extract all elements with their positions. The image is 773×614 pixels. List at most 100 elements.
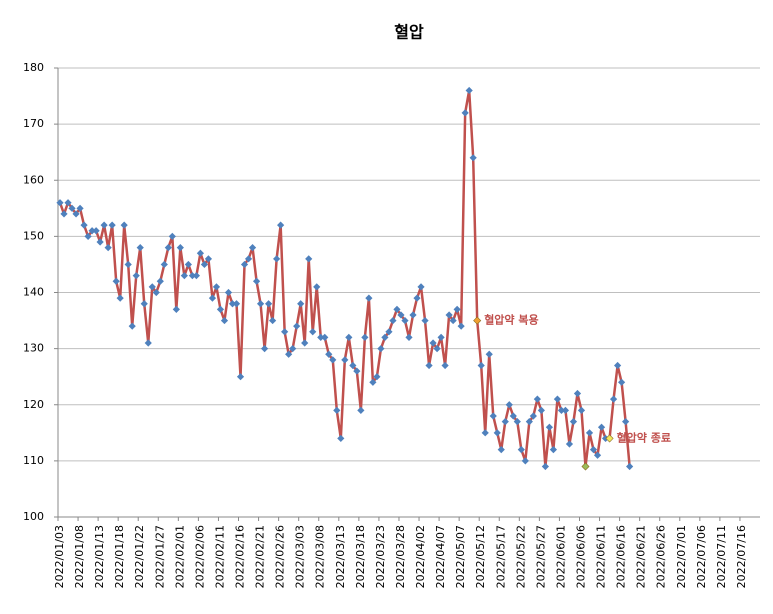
marker	[337, 434, 345, 443]
x-tick-label: 2022/03/23	[374, 525, 387, 588]
marker	[581, 462, 590, 471]
marker	[248, 244, 257, 252]
marker	[489, 412, 497, 420]
marker	[465, 86, 473, 95]
marker	[317, 333, 325, 341]
marker	[160, 260, 168, 269]
marker	[289, 345, 297, 353]
marker	[148, 283, 156, 291]
marker	[305, 255, 313, 263]
marker	[505, 401, 513, 409]
marker	[389, 316, 397, 325]
marker	[613, 361, 622, 370]
marker	[429, 339, 437, 347]
marker	[252, 277, 261, 285]
y-tick-label: 100	[23, 510, 44, 523]
marker	[393, 305, 401, 313]
marker	[473, 316, 482, 325]
marker	[329, 356, 337, 364]
x-tick-label: 2022/02/16	[234, 525, 247, 588]
marker	[325, 350, 333, 358]
x-tick-label: 2022/07/06	[695, 525, 708, 588]
marker	[445, 311, 453, 319]
y-tick-label: 110	[23, 454, 44, 467]
x-tick-label: 2022/02/06	[193, 525, 206, 588]
x-tick-label: 2022/03/03	[294, 525, 307, 588]
marker	[549, 446, 558, 454]
marker	[573, 389, 582, 398]
marker	[176, 244, 184, 252]
marker	[357, 406, 365, 414]
marker	[200, 260, 209, 269]
marker	[204, 255, 213, 263]
x-tick-label: 2022/01/27	[153, 525, 166, 588]
marker	[345, 333, 353, 341]
marker	[597, 423, 606, 431]
marker	[513, 417, 521, 426]
marker	[273, 255, 281, 263]
marker	[309, 328, 317, 336]
marker	[220, 316, 229, 325]
marker	[80, 221, 88, 229]
marker	[493, 429, 501, 437]
marker	[156, 277, 164, 285]
y-tick-label: 170	[23, 117, 44, 130]
chart-title: 혈압	[394, 23, 424, 42]
marker	[521, 457, 529, 465]
marker	[297, 300, 305, 308]
marker	[116, 294, 124, 302]
marker	[425, 361, 433, 370]
marker	[321, 333, 329, 341]
marker	[441, 361, 449, 370]
marker	[353, 367, 361, 375]
x-tick-label: 2022/04/07	[434, 525, 447, 588]
marker	[285, 350, 293, 358]
x-tick-label: 2022/03/28	[394, 525, 407, 588]
marker	[313, 283, 321, 291]
marker	[461, 109, 469, 117]
marker	[256, 300, 265, 308]
marker	[188, 272, 196, 280]
marker	[244, 255, 253, 263]
marker	[365, 294, 373, 302]
y-tick-label: 140	[23, 286, 44, 299]
marker	[517, 446, 525, 454]
x-tick-label: 2022/06/06	[574, 525, 587, 588]
marker	[565, 440, 574, 448]
marker	[269, 316, 277, 325]
marker	[373, 373, 381, 381]
x-tick-label: 2022/02/11	[213, 525, 226, 588]
marker	[140, 300, 148, 308]
marker	[128, 322, 136, 330]
marker	[417, 283, 425, 291]
marker	[397, 311, 405, 319]
marker	[341, 356, 349, 364]
x-tick-label: 2022/05/27	[534, 525, 547, 588]
marker	[485, 350, 493, 358]
marker	[618, 378, 626, 386]
marker	[361, 333, 369, 341]
marker	[208, 294, 217, 302]
marker	[609, 395, 618, 403]
x-tick-label: 2022/03/18	[354, 525, 367, 588]
x-tick-label: 2022/01/13	[93, 525, 106, 588]
x-tick-label: 2022/06/26	[655, 525, 668, 588]
marker	[377, 345, 385, 353]
x-tick-label: 2022/02/01	[173, 525, 186, 588]
marker	[333, 406, 341, 414]
marker	[385, 328, 393, 336]
marker	[212, 283, 221, 291]
x-tick-label: 2022/01/03	[53, 525, 66, 588]
marker	[413, 294, 421, 302]
marker	[180, 272, 188, 280]
marker	[349, 361, 357, 370]
marker	[453, 305, 461, 313]
marker	[593, 451, 602, 459]
x-tick-label: 2022/06/21	[635, 525, 648, 588]
x-tick-label: 2022/06/11	[595, 525, 608, 588]
x-tick-label: 2022/04/02	[414, 525, 427, 588]
marker	[132, 272, 140, 280]
marker	[164, 244, 172, 252]
marker	[589, 446, 598, 454]
